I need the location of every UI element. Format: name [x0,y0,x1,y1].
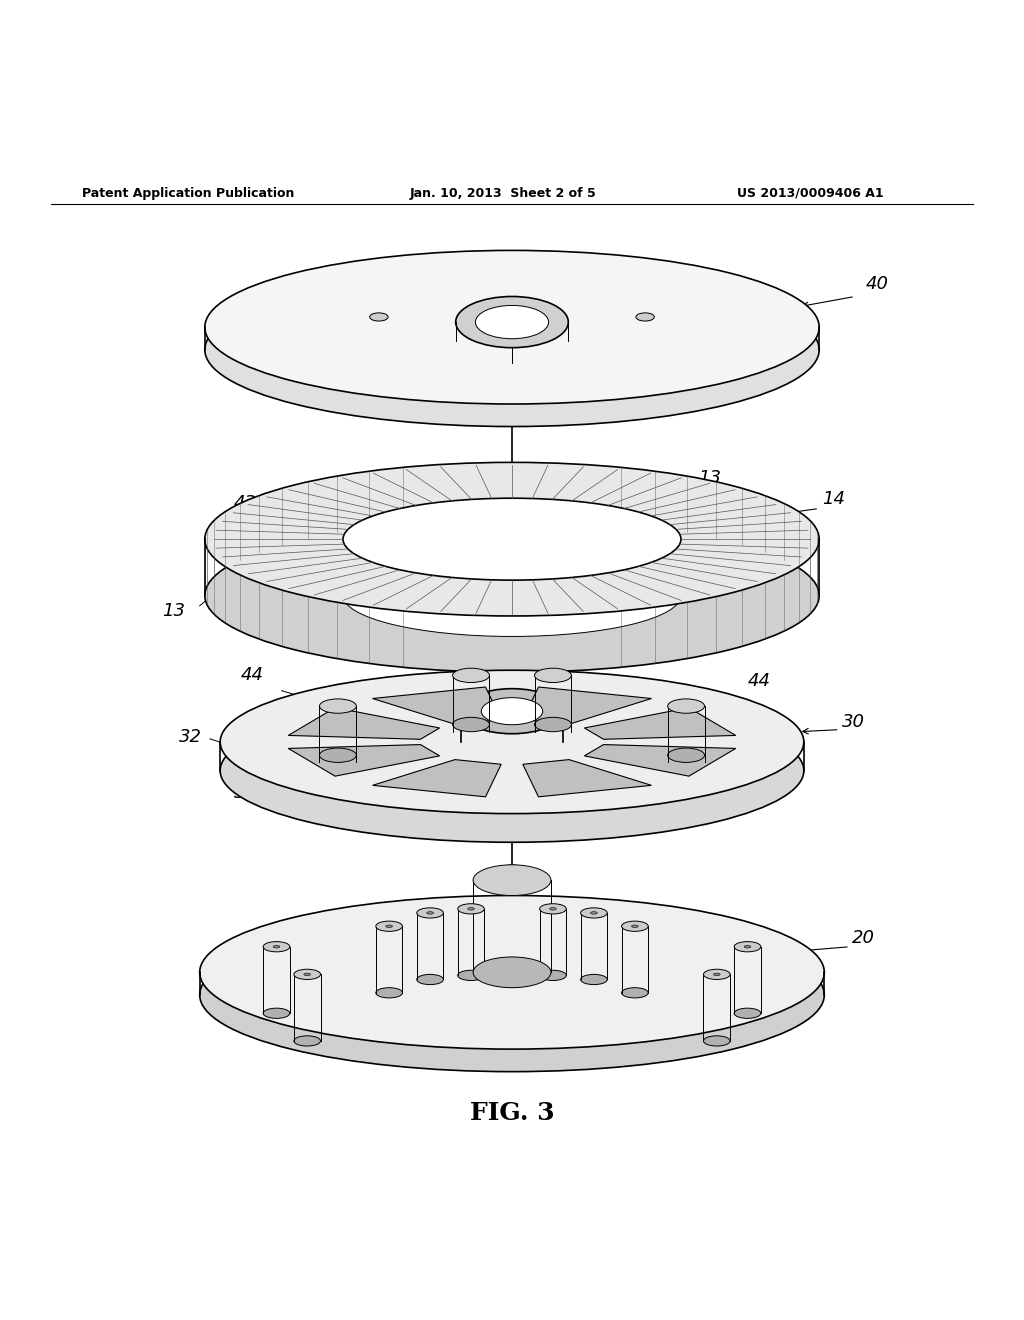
Ellipse shape [468,908,474,909]
Ellipse shape [386,925,392,928]
Ellipse shape [581,974,607,985]
Ellipse shape [668,748,705,763]
Ellipse shape [273,945,280,948]
Ellipse shape [453,668,489,682]
Text: Jan. 10, 2013  Sheet 2 of 5: Jan. 10, 2013 Sheet 2 of 5 [410,187,596,199]
Text: 32: 32 [179,727,202,746]
Polygon shape [585,744,735,776]
Ellipse shape [458,904,484,913]
Text: FIG. 3: FIG. 3 [470,1101,554,1125]
Ellipse shape [220,671,804,813]
Ellipse shape [481,698,543,725]
Ellipse shape [205,251,819,404]
Polygon shape [373,759,501,797]
Text: 30: 30 [842,713,864,730]
Text: Patent Application Publication: Patent Application Publication [82,187,294,199]
Ellipse shape [427,912,433,915]
Text: 13: 13 [698,469,721,487]
Ellipse shape [205,462,819,616]
Ellipse shape [376,921,402,932]
Ellipse shape [343,554,681,636]
Ellipse shape [376,987,402,998]
Ellipse shape [319,698,356,713]
Ellipse shape [417,908,443,917]
Text: 14: 14 [822,490,845,508]
Ellipse shape [205,273,819,426]
Text: 20: 20 [852,929,874,946]
Polygon shape [523,686,651,725]
Ellipse shape [294,969,321,979]
Ellipse shape [550,908,556,909]
Ellipse shape [220,698,804,842]
Polygon shape [289,744,439,776]
Ellipse shape [475,305,549,339]
Text: 33: 33 [233,784,256,803]
Text: 41: 41 [575,317,598,334]
Ellipse shape [453,717,489,731]
Ellipse shape [263,1008,290,1019]
Ellipse shape [703,969,730,979]
Polygon shape [289,708,439,739]
Polygon shape [373,686,501,725]
Polygon shape [523,759,651,797]
Ellipse shape [294,1036,321,1045]
Ellipse shape [540,904,566,913]
Ellipse shape [535,717,571,731]
Polygon shape [585,708,735,739]
Ellipse shape [319,748,356,763]
Ellipse shape [473,957,551,987]
Text: 40: 40 [865,276,888,293]
Ellipse shape [622,921,648,932]
Text: 44: 44 [241,667,263,685]
Ellipse shape [734,1008,761,1019]
Ellipse shape [304,973,310,975]
Ellipse shape [200,895,824,1049]
Ellipse shape [636,313,654,321]
Ellipse shape [744,945,751,948]
Ellipse shape [263,941,290,952]
Text: 13: 13 [162,602,184,620]
Ellipse shape [540,970,566,981]
Ellipse shape [591,912,597,915]
Ellipse shape [734,941,761,952]
Ellipse shape [200,917,824,1072]
Ellipse shape [473,865,551,895]
Ellipse shape [535,668,571,682]
Ellipse shape [205,519,819,672]
Ellipse shape [417,974,443,985]
Ellipse shape [703,1036,730,1045]
Ellipse shape [343,498,681,579]
Text: 44: 44 [748,672,770,689]
Text: US 2013/0009406 A1: US 2013/0009406 A1 [737,187,884,199]
Ellipse shape [456,297,568,347]
Ellipse shape [370,313,388,321]
Ellipse shape [714,973,720,975]
Text: 42: 42 [353,276,376,293]
Ellipse shape [668,698,705,713]
Text: 43: 43 [233,495,256,512]
Ellipse shape [632,925,638,928]
Ellipse shape [458,970,484,981]
Ellipse shape [461,689,563,734]
Ellipse shape [581,908,607,917]
Ellipse shape [622,987,648,998]
Text: 31: 31 [577,713,599,731]
